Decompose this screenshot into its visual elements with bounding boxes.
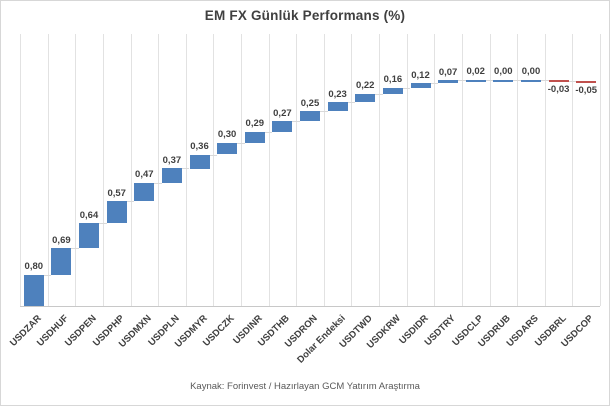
- gridline: [517, 34, 519, 306]
- waterfall-bar: [465, 79, 486, 82]
- data-label: 0,23: [328, 88, 347, 100]
- connector-line: [513, 79, 521, 81]
- waterfall-bar: [493, 79, 514, 82]
- gridline: [296, 34, 298, 306]
- gridline: [102, 34, 104, 306]
- waterfall-bar: [272, 121, 293, 132]
- data-label: 0,57: [107, 187, 126, 199]
- gridline: [572, 34, 574, 306]
- gridline: [379, 34, 380, 306]
- connector-line: [43, 274, 52, 276]
- connector-line: [375, 93, 383, 95]
- waterfall-bar: [189, 154, 210, 169]
- gridline: [185, 34, 187, 306]
- waterfall-bar: [521, 79, 541, 82]
- connector-line: [237, 142, 245, 144]
- gridline: [158, 34, 160, 306]
- source-caption: Kaynak: Forinvest / Hazırlayan GCM Yatır…: [190, 381, 420, 392]
- waterfall-bar: [161, 168, 182, 183]
- connector-line: [402, 87, 411, 89]
- data-label: 0,16: [383, 74, 403, 86]
- data-label: 0,37: [162, 154, 182, 166]
- connector-line: [99, 223, 107, 225]
- gridline: [434, 34, 436, 306]
- connector-line: [347, 102, 356, 104]
- data-label: 0,69: [52, 234, 71, 246]
- connector-line: [568, 80, 577, 82]
- gridline: [75, 34, 77, 306]
- gridline: [20, 34, 21, 306]
- waterfall-bar: [79, 223, 99, 249]
- waterfall-bar: [382, 87, 403, 94]
- gridline: [241, 34, 242, 306]
- connector-line: [71, 248, 79, 250]
- gridline: [600, 34, 601, 306]
- gridline: [268, 34, 270, 306]
- connector-line: [320, 111, 328, 113]
- connector-line: [209, 154, 218, 156]
- gridline: [351, 34, 353, 306]
- data-label: 0,29: [245, 118, 265, 129]
- data-label: 0,27: [273, 107, 292, 119]
- gridline: [130, 34, 132, 306]
- gridline: [47, 34, 49, 306]
- data-label: 0,64: [79, 209, 99, 221]
- data-label: 0,00: [494, 66, 513, 77]
- gridline: [489, 34, 491, 306]
- waterfall-bar: [438, 80, 459, 83]
- connector-line: [458, 80, 466, 82]
- gridline: [323, 34, 325, 306]
- connector-line: [292, 121, 300, 122]
- waterfall-bar: [51, 248, 72, 275]
- data-label: 0,25: [300, 97, 320, 109]
- data-label: 0,12: [411, 69, 430, 81]
- waterfall-bar: [134, 182, 155, 202]
- connector-line: [485, 79, 494, 81]
- data-label: 0,22: [355, 80, 375, 92]
- data-label: 0,36: [190, 141, 209, 152]
- waterfall-bar: [300, 111, 320, 121]
- waterfall-bar: [355, 93, 376, 103]
- data-label: 0,47: [135, 169, 154, 181]
- connector-line: [181, 168, 190, 170]
- waterfall-bar: [106, 201, 127, 224]
- connector-line: [541, 79, 549, 81]
- gridline: [406, 34, 408, 306]
- chart-title: EM FX Günlük Performans (%): [204, 8, 406, 23]
- data-label: 0,07: [438, 66, 458, 78]
- gridline: [213, 34, 215, 306]
- waterfall-bar: [576, 80, 597, 84]
- connector-line: [126, 201, 135, 203]
- waterfall-bar: [217, 142, 238, 155]
- waterfall-bar: [410, 83, 431, 88]
- data-label: -0,05: [575, 85, 598, 97]
- data-label: 0,02: [466, 66, 485, 77]
- x-axis-line: [20, 306, 600, 307]
- waterfall-bar: [23, 274, 44, 306]
- gridline: [544, 34, 546, 306]
- data-label: -0,03: [547, 84, 570, 95]
- waterfall-bar: [548, 79, 569, 82]
- waterfall-bar: [327, 102, 348, 112]
- waterfall-bar: [244, 131, 265, 143]
- connector-line: [154, 182, 162, 184]
- data-label: 0,00: [521, 66, 541, 77]
- connector-line: [430, 83, 439, 84]
- connector-line: [264, 131, 273, 133]
- data-label: 0,30: [217, 129, 237, 141]
- gridline: [461, 34, 463, 306]
- data-label: 0,80: [24, 261, 44, 273]
